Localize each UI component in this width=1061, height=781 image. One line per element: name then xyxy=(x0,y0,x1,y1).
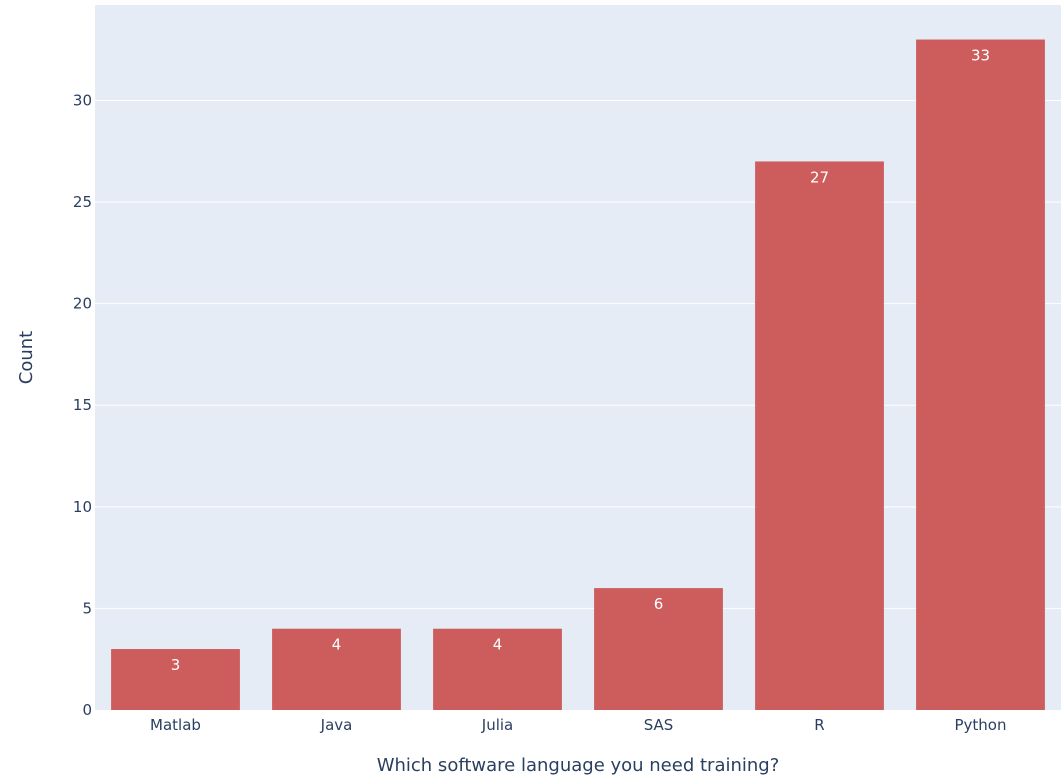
plot-background xyxy=(95,5,1061,710)
bar xyxy=(272,628,401,710)
bar xyxy=(755,161,884,710)
bar-value-label: 3 xyxy=(171,656,181,674)
bar xyxy=(433,628,562,710)
bar-value-label: 27 xyxy=(810,168,829,186)
bar-labels: 3 4 4 6 27 33 xyxy=(171,47,990,675)
x-tick-label: Matlab xyxy=(150,716,201,734)
x-tick-label: Julia xyxy=(481,716,513,734)
y-tick-label: 30 xyxy=(73,91,92,109)
bar-value-label: 33 xyxy=(971,47,990,65)
x-tick-label: Java xyxy=(320,716,353,734)
bar xyxy=(111,649,240,710)
x-tick-label: R xyxy=(814,716,824,734)
x-axis-ticks: Matlab Java Julia SAS R Python xyxy=(150,716,1006,734)
y-tick-label: 0 xyxy=(82,701,92,719)
bars xyxy=(111,39,1045,711)
x-tick-label: SAS xyxy=(644,716,674,734)
grid-lines xyxy=(95,99,1061,609)
bar xyxy=(594,588,723,710)
y-tick-label: 25 xyxy=(73,193,92,211)
y-tick-label: 10 xyxy=(73,498,92,516)
bar-value-label: 4 xyxy=(332,636,342,654)
x-tick-label: Python xyxy=(955,716,1007,734)
bar-value-label: 6 xyxy=(654,595,664,613)
y-axis-ticks: 0 5 10 15 20 25 30 xyxy=(73,91,92,719)
bar xyxy=(916,39,1045,711)
x-axis-title: Which software language you need trainin… xyxy=(377,755,780,776)
y-axis-title: Count xyxy=(16,331,37,384)
bar-value-label: 4 xyxy=(493,636,503,654)
y-tick-label: 20 xyxy=(73,295,92,313)
y-tick-label: 15 xyxy=(73,396,92,414)
y-tick-label: 5 xyxy=(82,599,92,617)
